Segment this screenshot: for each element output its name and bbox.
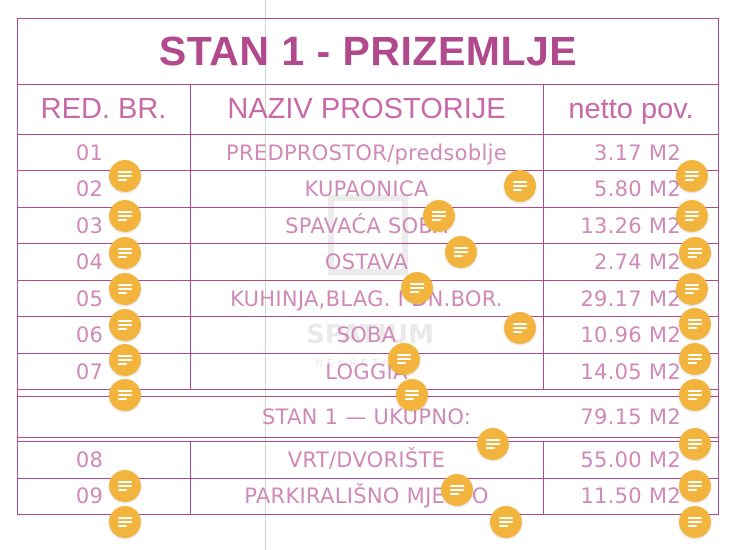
row-name: SOBA: [336, 323, 397, 347]
row-area: 11.50 M2: [580, 484, 681, 508]
header-area: netto pov.: [568, 92, 694, 125]
comment-note-icon[interactable]: [109, 379, 141, 411]
column-divider: [190, 84, 191, 389]
divider: [17, 353, 719, 354]
table-border: [17, 18, 719, 515]
comment-note-icon[interactable]: [477, 428, 509, 460]
divider: [17, 84, 719, 85]
page-title: STAN 1 - PRIZEMLJE: [158, 27, 578, 74]
column-divider: [543, 441, 544, 515]
row-name: PREDPROSTOR/predsoblje: [226, 141, 507, 165]
comment-note-icon[interactable]: [401, 272, 433, 304]
row-name: VRT/DVORIŠTE: [287, 448, 446, 472]
total-label: STAN 1 — UKUPNO:: [261, 405, 472, 429]
comment-note-icon[interactable]: [109, 200, 141, 232]
row-name: PARKIRALIŠNO MJESTO: [244, 484, 489, 508]
comment-note-icon[interactable]: [109, 506, 141, 538]
comment-note-icon[interactable]: [396, 379, 428, 411]
drawing-guide-line: [265, 0, 266, 550]
comment-note-icon[interactable]: [679, 343, 711, 375]
comment-note-icon[interactable]: [679, 428, 711, 460]
comment-note-icon[interactable]: [679, 237, 711, 269]
comment-note-icon[interactable]: [388, 343, 420, 375]
divider: [17, 243, 719, 244]
total-area: 79.15 M2: [580, 405, 681, 429]
comment-note-icon[interactable]: [676, 273, 708, 305]
row-name: SPAVAĆA SOBA: [285, 214, 448, 238]
divider: [17, 441, 719, 442]
row-area: 2.74 M2: [593, 250, 681, 274]
row-number: 01: [75, 141, 104, 165]
divider: [17, 207, 719, 208]
comment-note-icon[interactable]: [445, 236, 477, 268]
row-area: 5.80 M2: [593, 177, 681, 201]
row-number: 04: [75, 250, 104, 274]
comment-note-icon[interactable]: [109, 273, 141, 305]
row-number: 08: [75, 448, 104, 472]
divider: [17, 478, 719, 479]
watermark-logo: [328, 195, 408, 275]
comment-note-icon[interactable]: [504, 312, 536, 344]
divider: [17, 316, 719, 317]
comment-note-icon[interactable]: [109, 344, 141, 376]
comment-note-icon[interactable]: [109, 470, 141, 502]
column-divider: [190, 441, 191, 515]
row-number: 03: [75, 214, 104, 238]
divider: [17, 170, 719, 171]
comment-note-icon[interactable]: [679, 308, 711, 340]
row-name: KUPAONICA: [304, 177, 429, 201]
comment-note-icon[interactable]: [676, 200, 708, 232]
comment-note-icon[interactable]: [679, 506, 711, 538]
row-number: 06: [75, 323, 104, 347]
row-name: KUHINJA,BLAG. I DN.BOR.: [230, 287, 503, 311]
row-number: 05: [75, 287, 104, 311]
header-number: RED. BR.: [40, 92, 167, 125]
divider: [17, 134, 719, 135]
row-area: 29.17 M2: [580, 287, 681, 311]
divider: [17, 396, 719, 397]
divider: [17, 389, 719, 390]
divider: [17, 437, 719, 438]
row-area: 13.26 M2: [580, 214, 681, 238]
row-area: 14.05 M2: [580, 360, 681, 384]
comment-note-icon[interactable]: [679, 379, 711, 411]
row-name: OSTAVA: [324, 250, 409, 274]
comment-note-icon[interactable]: [423, 200, 455, 232]
row-area: 10.96 M2: [580, 323, 681, 347]
comment-note-icon[interactable]: [109, 160, 141, 192]
comment-note-icon[interactable]: [441, 474, 473, 506]
row-number: 02: [75, 177, 104, 201]
comment-note-icon[interactable]: [504, 170, 536, 202]
column-divider: [543, 84, 544, 389]
comment-note-icon[interactable]: [676, 160, 708, 192]
comment-note-icon[interactable]: [109, 309, 141, 341]
header-name: NAZIV PROSTORIJE: [227, 92, 506, 125]
row-name: LOGGIA: [325, 360, 408, 384]
row-area: 55.00 M2: [580, 448, 681, 472]
row-number: 09: [75, 484, 104, 508]
row-number: 07: [75, 360, 104, 384]
comment-note-icon[interactable]: [679, 470, 711, 502]
divider: [17, 280, 719, 281]
row-area: 3.17 M2: [593, 141, 681, 165]
comment-note-icon[interactable]: [490, 506, 522, 538]
comment-note-icon[interactable]: [109, 237, 141, 269]
